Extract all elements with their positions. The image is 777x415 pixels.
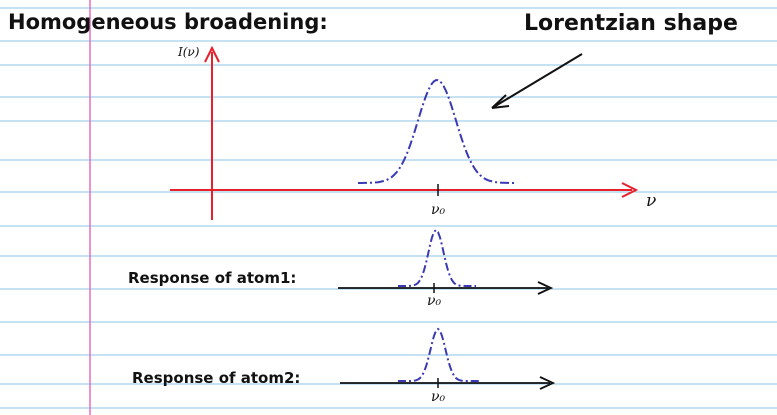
x-axis-arrowhead bbox=[621, 182, 639, 198]
x-axis-label: ν bbox=[646, 191, 656, 211]
lorentzian-annotation: Lorentzian shape bbox=[524, 11, 738, 36]
annotation-arrow bbox=[491, 53, 583, 109]
atom2-response: Response of atom2: ν₀ bbox=[132, 327, 556, 405]
ruled-lines bbox=[0, 7, 777, 409]
atom1-curve bbox=[398, 228, 476, 287]
atom2-label: Response of atom2: bbox=[132, 369, 300, 387]
y-axis-label: I(ν) bbox=[177, 45, 200, 59]
atom2-curve bbox=[398, 327, 480, 382]
atom2-center-label: ν₀ bbox=[431, 389, 446, 405]
atom1-label: Response of atom1: bbox=[128, 269, 296, 287]
main-graph: I(ν) ν ν₀ bbox=[170, 45, 656, 220]
lorentzian-curve bbox=[358, 79, 516, 184]
atom1-response: Response of atom1: ν₀ bbox=[128, 228, 554, 309]
center-frequency-label: ν₀ bbox=[431, 202, 446, 218]
atom1-arrowhead bbox=[537, 281, 554, 295]
title: Homogeneous broadening: bbox=[8, 10, 328, 34]
y-axis-arrowhead bbox=[204, 45, 220, 63]
atom1-center-label: ν₀ bbox=[427, 293, 442, 309]
atom2-arrowhead bbox=[539, 376, 556, 390]
